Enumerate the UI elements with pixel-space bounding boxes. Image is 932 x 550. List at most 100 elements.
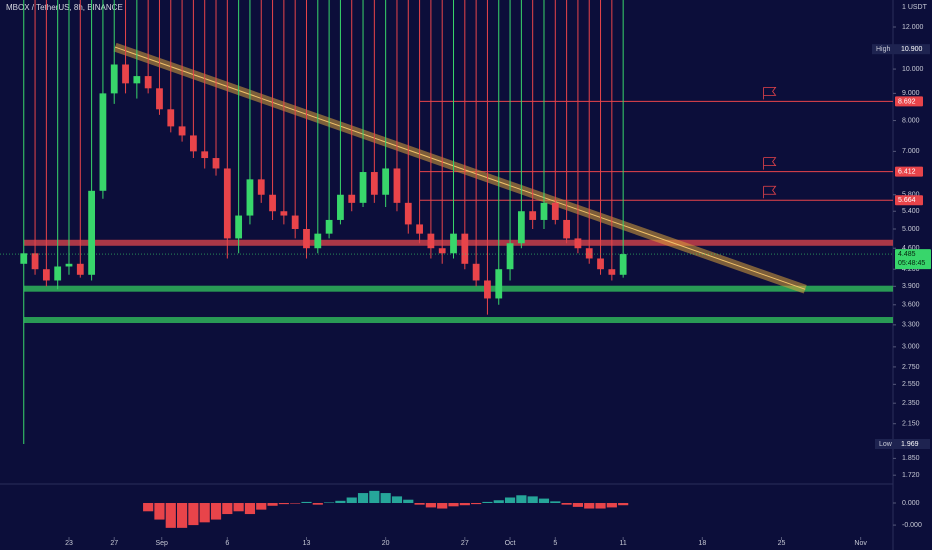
level-label: 6.412 xyxy=(898,168,916,175)
candle-body xyxy=(472,263,480,281)
osc-bar xyxy=(346,497,357,504)
zone xyxy=(24,317,893,324)
y-tick-label: 3.900 xyxy=(902,283,920,290)
osc-bar xyxy=(550,501,561,504)
osc-bar xyxy=(403,499,414,504)
candle-body xyxy=(54,266,62,281)
y-tick-label: 1.850 xyxy=(902,455,920,462)
osc-bar xyxy=(188,503,199,526)
candle-body xyxy=(156,88,163,110)
candle-body xyxy=(450,233,457,254)
candle-body xyxy=(223,168,231,239)
candle-body xyxy=(517,211,525,244)
candle-body xyxy=(337,194,344,220)
osc-bar xyxy=(471,503,482,505)
osc-bar xyxy=(618,503,629,506)
y-tick-label: 1.720 xyxy=(902,472,920,479)
trendline-edge xyxy=(114,46,806,290)
y-tick-label: 7.000 xyxy=(902,148,920,155)
y-tick-label: 5.000 xyxy=(902,226,920,233)
osc-bar xyxy=(516,495,527,504)
candle-body xyxy=(461,233,469,264)
osc-bar xyxy=(538,498,550,504)
candle-body xyxy=(427,233,435,249)
level-label-box xyxy=(895,195,923,206)
candle-body xyxy=(393,168,401,203)
candle-body xyxy=(370,172,378,195)
osc-bar xyxy=(143,503,154,512)
y-tick-label: 4.600 xyxy=(902,245,920,252)
y-tick-label: 3.300 xyxy=(902,322,920,329)
candle-body xyxy=(314,233,322,249)
y-tick-label: 3.000 xyxy=(902,344,920,351)
candle-body xyxy=(404,202,412,225)
y-tick-label: 2.150 xyxy=(902,421,920,428)
candle-body xyxy=(20,253,28,264)
candle-body xyxy=(540,202,548,220)
osc-bar xyxy=(425,503,436,508)
osc-y-tick-label: 0.000 xyxy=(902,500,920,507)
last-price-label: 4.485 xyxy=(898,251,916,258)
osc-bar xyxy=(278,503,289,505)
osc-bar xyxy=(459,503,470,506)
candle-body xyxy=(76,263,84,275)
osc-bar xyxy=(256,503,267,510)
level-label: 5.664 xyxy=(898,197,916,204)
x-tick-label: 11 xyxy=(620,540,627,547)
y-tick-label: 5.400 xyxy=(902,208,920,215)
high-box xyxy=(872,44,930,55)
candle-body xyxy=(574,238,582,249)
candle-body xyxy=(303,228,310,249)
x-tick-label: 13 xyxy=(303,540,311,547)
y-tick-label: 8.000 xyxy=(902,117,920,124)
osc-bar xyxy=(357,493,369,504)
osc-bar xyxy=(176,503,188,528)
countdown: 05:48:45 xyxy=(898,260,925,267)
candle-body xyxy=(144,76,152,89)
candle-body xyxy=(348,194,356,203)
flag-icon xyxy=(763,157,777,170)
candle-body xyxy=(359,172,367,203)
x-tick-label: Oct xyxy=(505,540,516,547)
candle-body xyxy=(133,76,141,84)
osc-bar xyxy=(222,503,233,515)
candle-body xyxy=(438,248,446,254)
zone xyxy=(24,285,893,292)
x-tick-label: 5 xyxy=(553,540,557,547)
candle-body xyxy=(269,194,276,212)
candle-body xyxy=(563,219,570,239)
candle-body xyxy=(506,243,514,270)
y-tick-label: 4.200 xyxy=(902,266,920,273)
osc-bar xyxy=(324,502,335,504)
candle-body xyxy=(42,269,50,281)
candle-body xyxy=(122,64,129,84)
low-label: Low xyxy=(879,441,893,448)
osc-bar xyxy=(584,503,595,509)
candle-body xyxy=(190,135,197,152)
candle-body xyxy=(280,211,288,216)
x-tick-label: 27 xyxy=(110,540,118,547)
candle-body xyxy=(167,109,175,127)
low-box xyxy=(875,439,930,450)
x-tick-label: 27 xyxy=(461,540,469,547)
candle-body xyxy=(110,64,118,94)
x-tick-label: Sep xyxy=(155,540,168,547)
osc-bar xyxy=(369,490,380,504)
candle-body xyxy=(608,269,616,275)
osc-bar xyxy=(165,503,176,528)
candle-body xyxy=(235,215,243,239)
candle-body xyxy=(325,219,333,234)
osc-bar xyxy=(380,493,391,504)
level-label-box xyxy=(895,96,923,107)
osc-bar xyxy=(335,500,346,504)
osc-bar xyxy=(233,503,244,512)
x-tick-label: Nov xyxy=(854,540,867,547)
y-tick-label: 5.800 xyxy=(902,192,920,199)
flag-icon xyxy=(763,185,777,199)
osc-bar xyxy=(290,503,301,504)
candle-body xyxy=(416,224,423,234)
y-unit: 1 USDT xyxy=(902,4,928,11)
y-tick-label: 10.000 xyxy=(902,66,924,73)
osc-bar xyxy=(312,503,323,505)
osc-bar xyxy=(448,503,459,507)
